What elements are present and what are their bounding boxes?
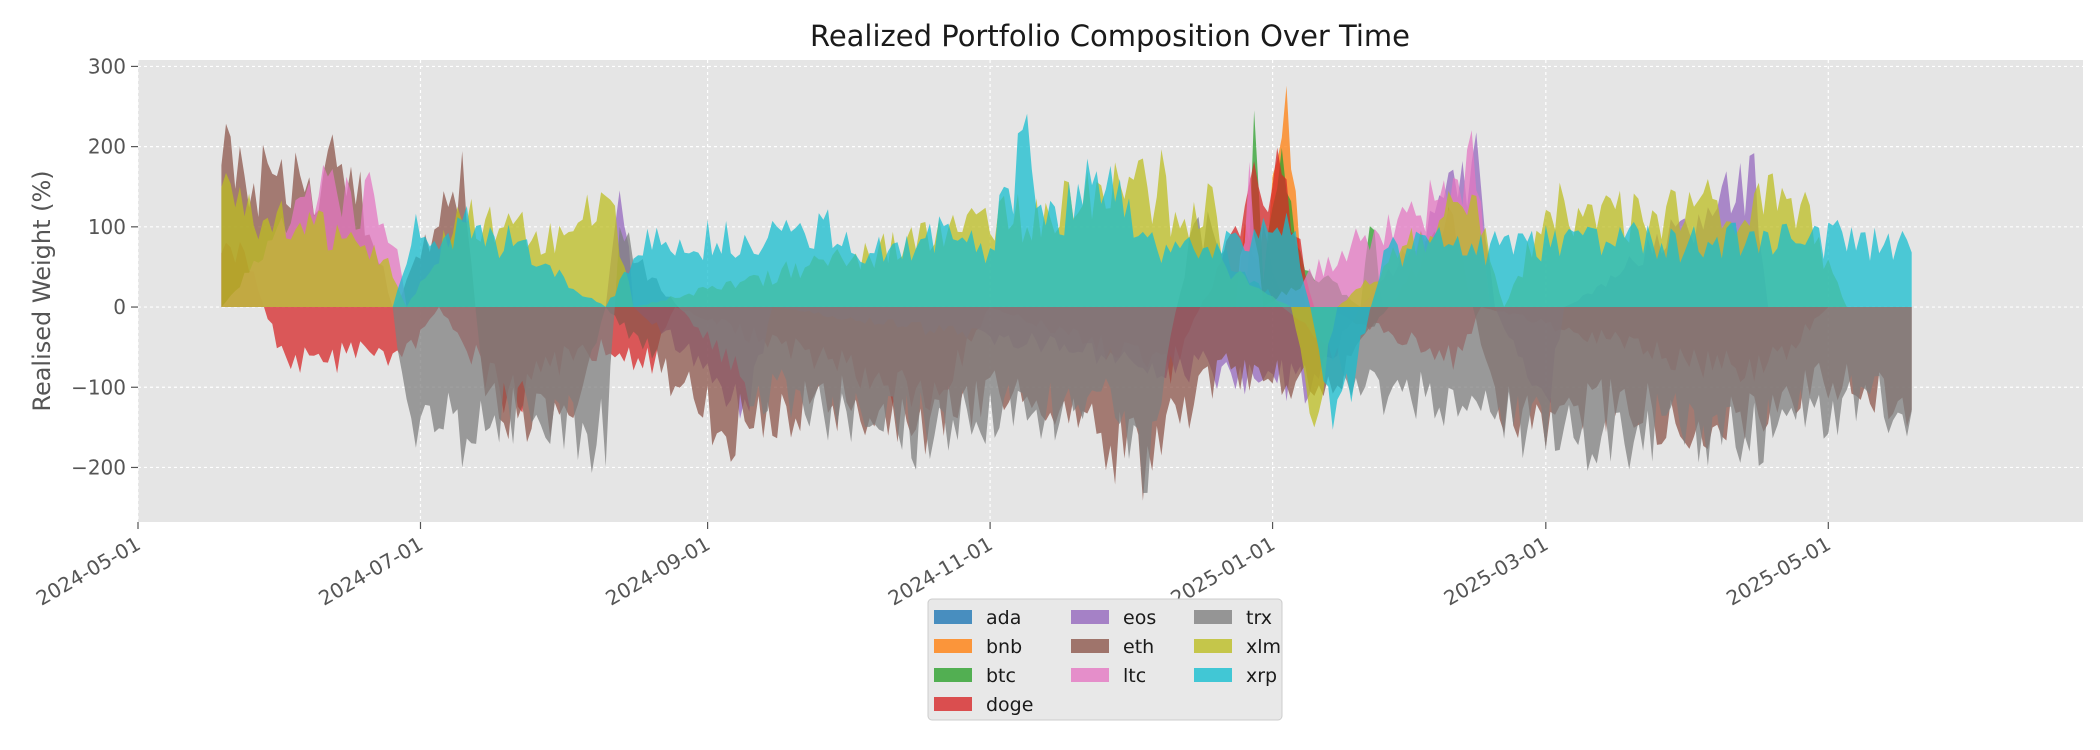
y-tick-label: 300 — [88, 54, 126, 78]
y-axis-label: Realised Weight (%) — [28, 170, 56, 411]
legend-swatch-eos — [1071, 610, 1109, 624]
legend-swatch-doge — [934, 697, 972, 711]
legend-label-btc: btc — [986, 665, 1016, 687]
y-tick-label: 200 — [88, 135, 126, 159]
legend-label-ltc: ltc — [1123, 665, 1146, 687]
legend-swatch-xlm — [1194, 639, 1232, 653]
legend-label-trx: trx — [1246, 607, 1272, 629]
legend-box — [927, 598, 1283, 721]
legend-label-eos: eos — [1123, 607, 1156, 629]
legend-label-bnb: bnb — [986, 636, 1022, 658]
legend-swatch-ltc — [1071, 668, 1109, 682]
y-tick-label: −200 — [71, 455, 126, 479]
legend-label-ada: ada — [986, 607, 1021, 629]
legend-label-eth: eth — [1123, 636, 1154, 658]
series-area-doge — [221, 147, 1912, 414]
legend-swatch-ada — [934, 610, 972, 624]
legend-swatch-trx — [1194, 610, 1232, 624]
legend-label-doge: doge — [986, 694, 1033, 716]
legend-label-xlm: xlm — [1246, 636, 1281, 658]
legend-swatch-eth — [1071, 639, 1109, 653]
y-tick-label: 0 — [113, 295, 126, 319]
series-area-xrp — [221, 113, 1912, 430]
chart-title: Realized Portfolio Composition Over Time — [810, 19, 1410, 53]
y-axis: −200 −100 0 100 200 300 — [71, 54, 138, 479]
y-tick-label: −100 — [71, 375, 126, 399]
legend-swatch-bnb — [934, 639, 972, 653]
series-areas — [221, 85, 1912, 501]
legend-swatch-xrp — [1194, 668, 1232, 682]
legend: ada bnb btc doge eos eth ltc trx xlm xrp — [927, 598, 1283, 721]
legend-swatch-btc — [934, 668, 972, 682]
y-tick-label: 100 — [88, 215, 126, 239]
legend-label-xrp: xrp — [1246, 665, 1277, 687]
